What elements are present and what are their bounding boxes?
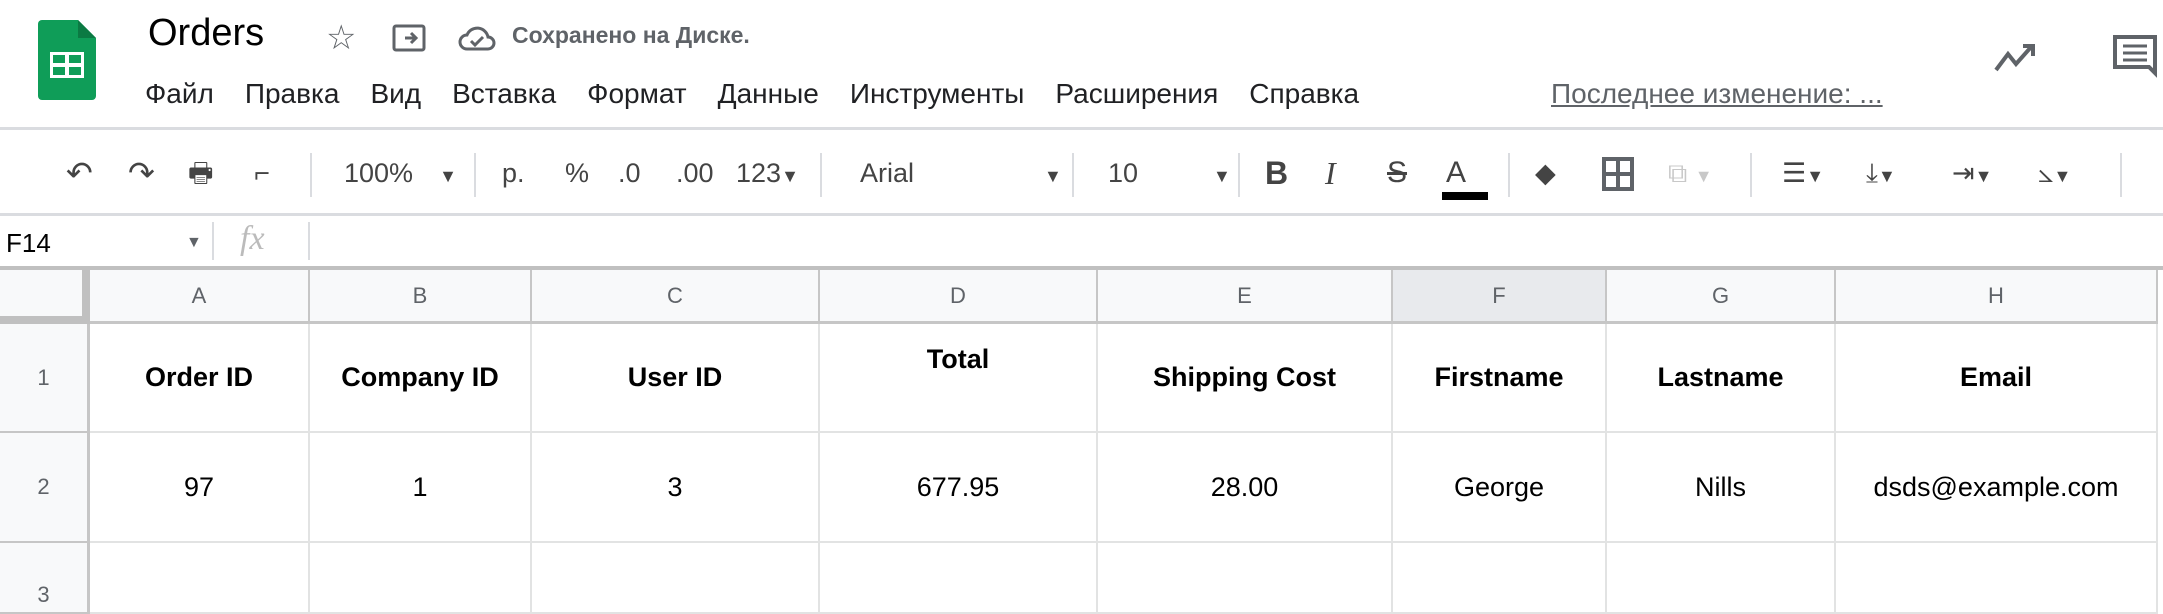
chevron-down-icon: ▼	[439, 166, 457, 186]
row-header-1[interactable]: 1	[0, 324, 90, 433]
menu-format[interactable]: Формат	[587, 78, 687, 109]
menu-bar: Файл Правка Вид Вставка Формат Данные Ин…	[145, 78, 1390, 110]
menu-view[interactable]: Вид	[370, 78, 422, 109]
cell-d1[interactable]: Total	[820, 324, 1098, 433]
formula-input[interactable]	[320, 222, 2120, 260]
row-header-2[interactable]: 2	[0, 433, 90, 543]
zoom-select[interactable]: 100% ▼	[344, 153, 457, 193]
font-select[interactable]: Arial ▼	[860, 153, 1062, 193]
cell-a3[interactable]	[90, 543, 310, 614]
cell-f2[interactable]: George	[1393, 433, 1607, 543]
last-edit-link[interactable]: Последнее изменение: ...	[1551, 78, 1883, 109]
cell-h2[interactable]: dsds@example.com	[1836, 433, 2158, 543]
sheets-logo-icon[interactable]	[38, 20, 96, 100]
merge-cells-icon[interactable]: ⧉ ▼	[1668, 158, 1713, 188]
borders-icon[interactable]	[1602, 157, 1634, 191]
zoom-value: 100%	[344, 158, 414, 188]
increase-decimal-button[interactable]: .00	[676, 158, 714, 188]
text-rotation-icon[interactable]: ⦣▼	[2038, 158, 2072, 188]
number-format-label: 123	[736, 158, 782, 188]
menu-tools[interactable]: Инструменты	[849, 78, 1025, 109]
font-size-select[interactable]: 10 ▼	[1108, 153, 1231, 193]
undo-icon[interactable]: ↶	[66, 155, 93, 191]
menu-extensions[interactable]: Расширения	[1055, 78, 1219, 109]
redo-icon[interactable]: ↷	[128, 155, 155, 191]
toolbar: ↶ ↷ 🖶 ⌐ 100% ▼ р. % .0 .00 123▼ Arial ▼ 10…	[0, 133, 2163, 216]
cell-g1[interactable]: Lastname	[1607, 324, 1836, 433]
cell-b2[interactable]: 1	[310, 433, 532, 543]
currency-format-button[interactable]: р.	[502, 158, 525, 188]
cloud-saved-icon[interactable]	[458, 22, 496, 52]
menu-help[interactable]: Справка	[1249, 78, 1360, 109]
vertical-align-icon[interactable]: ⤓▼	[1866, 158, 1896, 188]
menu-edit[interactable]: Правка	[244, 78, 340, 109]
cell-g3[interactable]	[1607, 543, 1836, 614]
bold-button[interactable]: B	[1265, 155, 1289, 191]
menu-insert[interactable]: Вставка	[452, 78, 557, 109]
text-color-label: A	[1446, 156, 1467, 189]
column-header-g[interactable]: G	[1607, 270, 1836, 324]
text-wrap-icon[interactable]: ⇥▼	[1952, 158, 1993, 188]
activity-trend-icon[interactable]	[1993, 40, 2041, 76]
text-color-button[interactable]: A	[1446, 153, 1466, 193]
cell-a2[interactable]: 97	[90, 433, 310, 543]
cell-c3[interactable]	[532, 543, 820, 614]
column-header-d[interactable]: D	[820, 270, 1098, 324]
cell-f1[interactable]: Firstname	[1393, 324, 1607, 433]
italic-button[interactable]: I	[1325, 155, 1336, 191]
save-status: Сохранено на Диске.	[512, 22, 750, 48]
percent-format-button[interactable]: %	[565, 158, 590, 188]
chevron-down-icon[interactable]: ▼	[186, 234, 202, 251]
cell-h3[interactable]	[1836, 543, 2158, 614]
column-header-e[interactable]: E	[1098, 270, 1393, 324]
comments-icon[interactable]	[2112, 34, 2158, 84]
menu-file[interactable]: Файл	[145, 78, 214, 109]
chevron-down-icon: ▼	[1044, 166, 1062, 186]
text-color-swatch	[1442, 192, 1488, 200]
name-box[interactable]: F14	[6, 228, 51, 258]
cell-a1[interactable]: Order ID	[90, 324, 310, 433]
font-size-value: 10	[1108, 158, 1139, 188]
column-header-a[interactable]: A	[90, 270, 310, 324]
font-value: Arial	[860, 158, 915, 188]
horizontal-align-icon[interactable]: ☰▼	[1782, 158, 1825, 188]
paint-format-icon[interactable]: ⌐	[254, 158, 270, 188]
menu-data[interactable]: Данные	[717, 78, 819, 109]
column-header-c[interactable]: C	[532, 270, 820, 324]
fill-color-icon[interactable]: ◆	[1535, 158, 1556, 188]
strikethrough-button[interactable]: S	[1387, 156, 1408, 189]
column-header-h[interactable]: H	[1836, 270, 2158, 324]
cell-c2[interactable]: 3	[532, 433, 820, 543]
select-all-corner[interactable]	[0, 270, 90, 324]
fx-icon: fx	[240, 220, 265, 257]
cell-h1[interactable]: Email	[1836, 324, 2158, 433]
document-title[interactable]: Orders	[148, 12, 265, 54]
formula-bar: F14 ▼ fx	[0, 216, 2163, 270]
chevron-down-icon: ▼	[1213, 166, 1231, 186]
cell-b3[interactable]	[310, 543, 532, 614]
title-bar: Orders ☆ Сохранено на Диске. Файл Правка…	[0, 0, 2163, 130]
cell-f3[interactable]	[1393, 543, 1607, 614]
cell-e1[interactable]: Shipping Cost	[1098, 324, 1393, 433]
row-header-3[interactable]: 3	[0, 543, 90, 614]
decrease-decimal-button[interactable]: .0	[618, 158, 641, 188]
star-icon[interactable]: ☆	[326, 19, 357, 57]
cell-b1[interactable]: Company ID	[310, 324, 532, 433]
cell-e2[interactable]: 28.00	[1098, 433, 1393, 543]
column-header-b[interactable]: B	[310, 270, 532, 324]
cell-d2[interactable]: 677.95	[820, 433, 1098, 543]
move-folder-icon[interactable]	[392, 22, 426, 52]
cell-c1[interactable]: User ID	[532, 324, 820, 433]
column-header-f[interactable]: F	[1393, 270, 1607, 324]
cell-e3[interactable]	[1098, 543, 1393, 614]
chevron-down-icon: ▼	[781, 166, 799, 186]
cell-g2[interactable]: Nills	[1607, 433, 1836, 543]
number-format-select[interactable]: 123▼	[736, 153, 799, 193]
cell-d3[interactable]	[820, 543, 1098, 614]
print-icon[interactable]: 🖶	[188, 158, 214, 188]
